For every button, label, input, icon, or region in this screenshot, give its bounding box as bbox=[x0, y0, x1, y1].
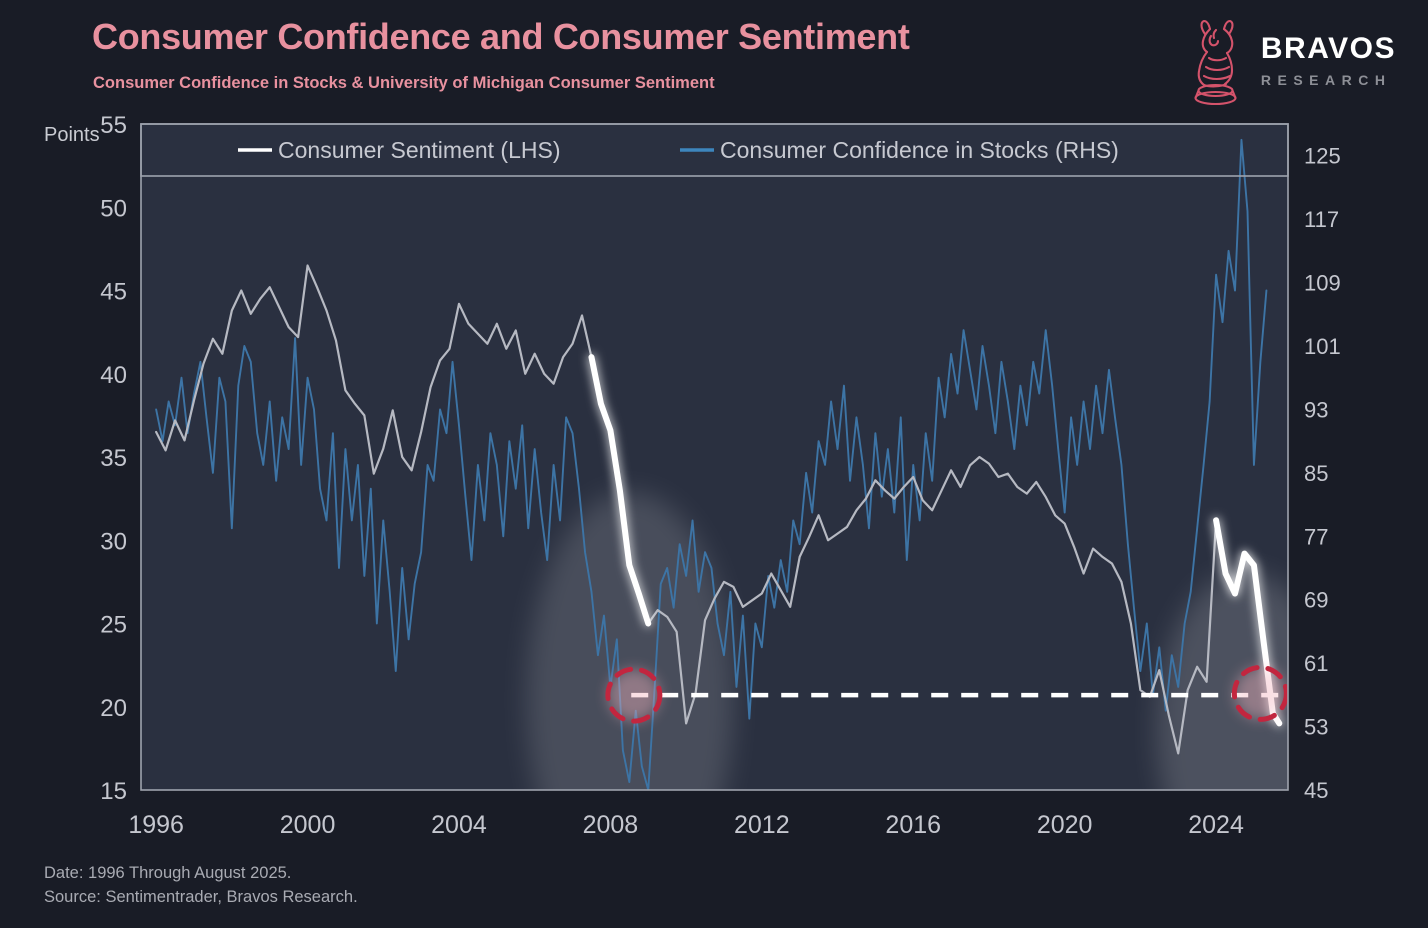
annotation-circle-ring-2 bbox=[1231, 664, 1288, 722]
left-tick-25: 25 bbox=[100, 612, 127, 639]
legend-label-confidence: Consumer Confidence in Stocks (RHS) bbox=[720, 137, 1119, 163]
x-tick-2020: 2020 bbox=[1037, 811, 1093, 839]
right-tick-109: 109 bbox=[1304, 271, 1341, 296]
brand-subtitle: RESEARCH bbox=[1260, 71, 1392, 88]
right-tick-77: 77 bbox=[1304, 524, 1328, 549]
annotation-circle-ring-1 bbox=[605, 666, 663, 724]
x-tick-1996: 1996 bbox=[128, 811, 184, 839]
annotation-circle-fill-2 bbox=[1234, 667, 1287, 720]
x-tick-2016: 2016 bbox=[885, 811, 941, 839]
x-tick-2004: 2004 bbox=[431, 811, 487, 839]
series-line-sentiment bbox=[155, 264, 1281, 755]
left-tick-20: 20 bbox=[100, 695, 127, 722]
right-tick-117: 117 bbox=[1304, 207, 1339, 232]
left-axis-unit-label: Points bbox=[44, 124, 100, 146]
bull-chess-piece-icon bbox=[1194, 19, 1237, 106]
left-axis-ticks: 55 50 45 40 35 30 25 20 15 bbox=[100, 112, 127, 805]
right-tick-85: 85 bbox=[1304, 461, 1328, 486]
brand-logo: BRAVOS RESEARCH bbox=[1185, 14, 1396, 106]
right-tick-125: 125 bbox=[1304, 144, 1341, 169]
page-title: Consumer Confidence and Consumer Sentime… bbox=[92, 16, 910, 57]
chart-container: Consumer Sentiment (LHS) Consumer Confid… bbox=[0, 110, 1428, 870]
right-axis-ticks: 125 117 109 101 93 85 77 69 61 53 45 bbox=[1304, 144, 1341, 803]
right-tick-69: 69 bbox=[1304, 588, 1328, 613]
header: Consumer Confidence and Consumer Sentime… bbox=[0, 0, 1428, 118]
x-tick-2008: 2008 bbox=[583, 811, 639, 839]
footer-date: Date: 1996 Through August 2025. bbox=[44, 864, 292, 882]
left-tick-35: 35 bbox=[100, 445, 127, 472]
brand-name: BRAVOS bbox=[1260, 31, 1396, 65]
x-tick-2000: 2000 bbox=[280, 811, 336, 839]
right-tick-101: 101 bbox=[1304, 334, 1341, 359]
right-tick-45: 45 bbox=[1304, 778, 1328, 803]
page-subtitle: Consumer Confidence in Stocks & Universi… bbox=[93, 74, 715, 92]
left-tick-15: 15 bbox=[100, 778, 127, 805]
x-axis-ticks: 1996 2000 2004 2008 2012 2016 2020 2024 bbox=[128, 811, 1244, 839]
annotation-circle-fill-1 bbox=[607, 669, 660, 722]
right-tick-53: 53 bbox=[1304, 715, 1328, 740]
series-line-confidence bbox=[155, 138, 1268, 790]
right-tick-61: 61 bbox=[1304, 651, 1328, 676]
series-highlight-segment-1 bbox=[588, 354, 652, 627]
left-tick-45: 45 bbox=[100, 279, 127, 306]
left-tick-40: 40 bbox=[100, 362, 127, 389]
left-tick-55: 55 bbox=[100, 112, 127, 139]
annotation-layer bbox=[605, 664, 1288, 724]
footer: Date: 1996 Through August 2025. Source: … bbox=[44, 862, 358, 910]
x-tick-2024: 2024 bbox=[1188, 811, 1244, 839]
chart-svg: Consumer Sentiment (LHS) Consumer Confid… bbox=[44, 112, 1341, 839]
chart-legend: Consumer Sentiment (LHS) Consumer Confid… bbox=[140, 123, 1289, 177]
x-tick-2012: 2012 bbox=[734, 811, 790, 839]
footer-source: Source: Sentimentrader, Bravos Research. bbox=[44, 887, 358, 906]
right-tick-93: 93 bbox=[1304, 397, 1328, 422]
legend-label-sentiment: Consumer Sentiment (LHS) bbox=[278, 137, 561, 163]
left-tick-30: 30 bbox=[100, 528, 127, 555]
legend-box bbox=[140, 123, 1289, 177]
left-tick-50: 50 bbox=[100, 195, 127, 222]
